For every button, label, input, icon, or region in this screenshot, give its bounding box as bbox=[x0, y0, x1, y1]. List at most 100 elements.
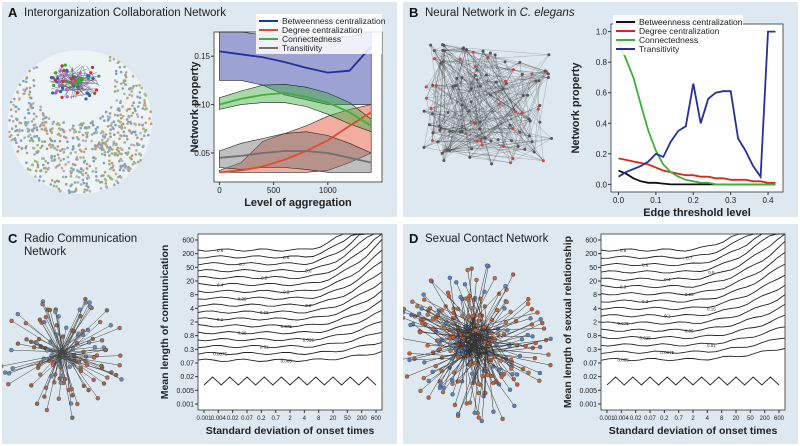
network-edge bbox=[472, 52, 511, 163]
network-node bbox=[58, 189, 62, 193]
y-axis-label: Mean length of sexual relationship bbox=[562, 236, 574, 408]
network-node bbox=[96, 145, 100, 148]
y-tick-label: 4 bbox=[190, 306, 194, 313]
panel-letter: A bbox=[8, 5, 18, 20]
network-node bbox=[115, 99, 119, 102]
network-node bbox=[21, 129, 24, 132]
network-node bbox=[470, 147, 474, 151]
contour-label: 0.3 bbox=[620, 285, 627, 290]
network-node bbox=[469, 266, 474, 271]
network-node bbox=[122, 130, 126, 134]
network-edge bbox=[484, 80, 540, 139]
network-node bbox=[518, 130, 522, 134]
contour-line bbox=[600, 348, 786, 362]
network-node bbox=[117, 325, 122, 331]
network-node bbox=[78, 123, 81, 127]
network-node bbox=[79, 84, 83, 88]
network-node bbox=[37, 137, 41, 140]
network-node bbox=[530, 334, 535, 339]
network-edge bbox=[482, 50, 541, 123]
network-edge bbox=[481, 356, 488, 422]
network-edge bbox=[423, 95, 524, 148]
network-node bbox=[130, 157, 133, 161]
network-node bbox=[106, 146, 109, 149]
network-edge bbox=[439, 81, 497, 127]
network-node bbox=[67, 364, 72, 369]
network-node bbox=[410, 299, 415, 304]
network-node bbox=[426, 395, 431, 400]
network-node bbox=[467, 109, 471, 113]
x-tick-label: 0.2 bbox=[688, 196, 700, 205]
network-node bbox=[32, 84, 36, 88]
network-node bbox=[76, 85, 80, 89]
y-tick-label: 200 bbox=[585, 251, 597, 258]
network-edge bbox=[442, 44, 520, 63]
network-node bbox=[514, 372, 520, 377]
network-node bbox=[69, 386, 74, 392]
network-edge bbox=[482, 51, 530, 137]
y-tick-label: 0.6 bbox=[596, 89, 608, 98]
contour-label: 0.0075 bbox=[213, 351, 227, 356]
network-node bbox=[124, 164, 127, 168]
x-tick-label: 600 bbox=[371, 416, 382, 422]
network-node bbox=[504, 299, 509, 305]
network-edge bbox=[489, 331, 512, 367]
network-node bbox=[473, 73, 477, 77]
network-edge bbox=[509, 125, 544, 161]
network-edge bbox=[456, 49, 467, 79]
legend-label: Transitivity bbox=[639, 44, 680, 54]
network-edge bbox=[437, 140, 482, 143]
network-node bbox=[11, 138, 15, 141]
network-node bbox=[51, 122, 54, 126]
network-node bbox=[104, 179, 108, 182]
network-node bbox=[473, 65, 477, 69]
network-node bbox=[103, 151, 107, 154]
network-graph-d bbox=[403, 263, 553, 424]
network-node bbox=[475, 78, 479, 82]
network-node bbox=[534, 79, 538, 83]
network-node bbox=[81, 133, 85, 137]
network-node bbox=[101, 138, 104, 142]
network-edge bbox=[476, 69, 486, 139]
network-node bbox=[140, 137, 143, 141]
network-edge bbox=[426, 97, 475, 124]
network-node bbox=[57, 376, 62, 381]
network-node bbox=[82, 160, 86, 164]
network-edge bbox=[461, 77, 491, 96]
network-node bbox=[136, 105, 140, 108]
contour-label: 0.05 bbox=[238, 331, 247, 336]
network-node bbox=[502, 306, 507, 311]
network-edge bbox=[430, 70, 546, 109]
network-node bbox=[458, 57, 462, 61]
y-tick-label: 0.4 bbox=[596, 119, 608, 128]
x-tick-label: 0.07 bbox=[644, 416, 656, 422]
network-edge bbox=[522, 74, 524, 96]
network-node bbox=[57, 84, 61, 88]
network-node bbox=[493, 53, 497, 57]
y-tick-label: 600 bbox=[585, 238, 597, 245]
network-node bbox=[55, 185, 58, 188]
network-edge bbox=[449, 149, 525, 151]
network-graph-a bbox=[8, 50, 153, 195]
network-node bbox=[101, 115, 104, 118]
network-node bbox=[120, 125, 123, 129]
x-tick-label: 20 bbox=[733, 416, 740, 422]
network-node bbox=[470, 313, 475, 319]
contour-label: 0.1 bbox=[217, 317, 224, 322]
network-node bbox=[93, 91, 97, 95]
network-edge bbox=[429, 95, 528, 125]
x-tick-label: 0.001 bbox=[599, 416, 615, 422]
network-node bbox=[35, 126, 38, 129]
network-node bbox=[115, 80, 119, 84]
network-edge bbox=[11, 349, 66, 353]
network-node bbox=[49, 183, 53, 186]
network-node bbox=[58, 90, 63, 94]
network-node bbox=[19, 139, 23, 142]
chart-c: 0.90.80.70.60.50.40.30.250.20.150.10.075… bbox=[159, 233, 383, 437]
network-edge bbox=[440, 63, 500, 105]
network-node bbox=[101, 152, 104, 156]
network-edge bbox=[443, 103, 500, 161]
network-node bbox=[431, 83, 435, 87]
network-edge bbox=[443, 45, 478, 142]
network-edge bbox=[503, 88, 516, 113]
